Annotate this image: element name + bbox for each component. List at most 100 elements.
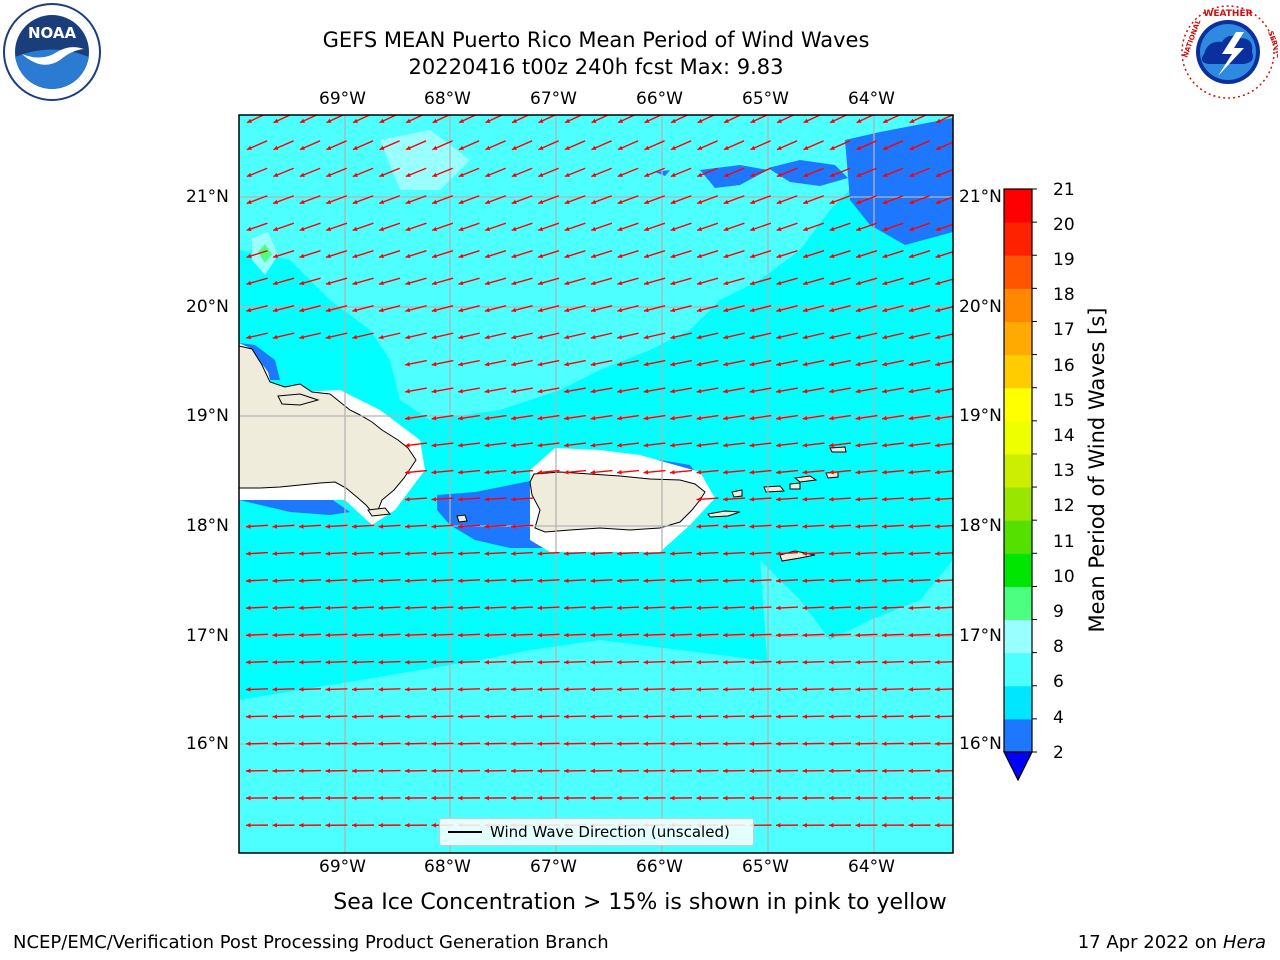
wave-direction-arrow (722, 632, 746, 638)
wave-direction-arrow (564, 387, 586, 394)
wave-direction-arrow (802, 795, 825, 801)
wave-direction-arrow (484, 632, 507, 638)
wave-direction-arrow (537, 250, 560, 259)
wave-direction-arrow (378, 714, 401, 719)
wave-direction-arrow (908, 387, 931, 394)
wave-direction-arrow (246, 277, 268, 286)
wave-direction-arrow (856, 140, 877, 151)
colorbar-segment (1004, 354, 1032, 389)
wave-direction-arrow (829, 304, 851, 313)
wave-direction-arrow (246, 304, 268, 313)
wave-direction-arrow (325, 250, 348, 259)
wave-direction-arrow (881, 632, 905, 638)
wave-direction-arrow (431, 496, 454, 502)
wave-direction-arrow (272, 632, 295, 638)
wave-direction-arrow (722, 578, 746, 584)
wave-direction-arrow (881, 605, 905, 611)
colorbar-segment (1004, 189, 1032, 223)
wave-direction-arrow (273, 167, 294, 178)
wave-direction-arrow (749, 632, 772, 638)
wave-direction-arrow (722, 795, 746, 801)
wave-direction-arrow (457, 714, 481, 719)
wave-direction-arrow (617, 115, 637, 124)
wave-direction-arrow (881, 469, 905, 475)
wave-direction-arrow (776, 332, 798, 340)
lat-label-right-17n: 17°N (959, 626, 1002, 646)
wave-direction-arrow (590, 578, 613, 584)
wave-direction-arrow (405, 222, 427, 232)
wave-direction-arrow (484, 222, 507, 232)
wave-direction-arrow (564, 167, 586, 178)
wave-direction-arrow (643, 387, 666, 394)
wave-direction-arrow (934, 632, 953, 638)
wave-direction-arrow (351, 714, 375, 719)
wave-direction-arrow (696, 442, 719, 448)
wave-direction-arrow (458, 277, 480, 286)
wave-direction-arrow (855, 387, 878, 394)
wave-direction-arrow (882, 277, 904, 286)
wave-direction-arrow (299, 250, 321, 259)
wave-direction-arrow (272, 822, 295, 828)
wave-direction-arrow (828, 442, 852, 448)
wave-direction-arrow (644, 140, 665, 151)
wave-direction-arrow (643, 795, 666, 801)
wave-direction-arrow (828, 524, 852, 529)
wave-direction-arrow (272, 714, 295, 719)
wave-direction-arrow (908, 332, 931, 340)
wave-direction-arrow (855, 605, 878, 611)
wave-direction-arrow (697, 115, 716, 124)
land-tortola (793, 475, 818, 483)
wave-direction-arrow (272, 222, 295, 232)
wave-direction-arrow (617, 304, 639, 313)
wave-direction-arrow (775, 795, 799, 801)
wave-direction-arrow (378, 304, 401, 313)
wave-direction-arrow (457, 578, 481, 584)
wave-direction-arrow (881, 496, 905, 502)
lat-label-left-19n: 19°N (186, 406, 229, 426)
wave-direction-arrow (696, 496, 719, 502)
land-st-john (789, 482, 801, 490)
wave-direction-arrow (246, 167, 268, 178)
wave-direction-arrow (829, 250, 851, 259)
wave-direction-arrow (378, 795, 401, 801)
wave-direction-arrow (325, 822, 348, 828)
wave-direction-arrow (775, 442, 799, 448)
wave-direction-arrow (563, 632, 587, 638)
wave-direction-arrow (802, 469, 825, 475)
wave-direction-arrow (749, 795, 772, 801)
wave-direction-arrow (617, 414, 639, 421)
wave-direction-arrow (457, 469, 481, 475)
colorbar-tick: 6 (1053, 672, 1064, 692)
wave-direction-arrow (564, 195, 586, 205)
wave-direction-arrow (351, 524, 375, 529)
wave-direction-arrow (245, 822, 269, 828)
colorbar-tick: 2 (1053, 743, 1064, 763)
noaa-logo: NOAA (3, 3, 101, 101)
wave-direction-arrow (272, 332, 295, 340)
wave-direction-arrow (511, 359, 533, 367)
wave-direction-arrow (484, 332, 507, 340)
lon-label-top-64w: 64°W (848, 89, 895, 109)
wave-direction-arrow (696, 687, 719, 692)
wave-direction-arrow (590, 741, 613, 747)
wave-direction-arrow (564, 304, 586, 313)
wave-direction-arrow (696, 195, 719, 205)
wave-direction-arrow (935, 333, 953, 340)
colorbar-segment (1004, 586, 1032, 621)
wave-direction-arrow (458, 167, 480, 178)
wave-direction-arrow (775, 524, 799, 529)
wave-direction-arrow (404, 822, 428, 828)
wave-direction-arrow (749, 551, 772, 556)
wave-direction-arrow (670, 387, 692, 394)
wave-direction-arrow (563, 714, 587, 719)
wave-direction-arrow (643, 687, 666, 692)
wave-direction-arrow (510, 659, 534, 665)
wave-direction-arrow (696, 632, 719, 638)
wave-direction-arrow (829, 332, 851, 340)
wave-direction-arrow (696, 387, 719, 394)
colorbar-segment (1004, 387, 1032, 422)
wave-direction-arrow (378, 659, 401, 665)
wave-direction-arrow (352, 115, 372, 124)
wave-direction-arrow (855, 496, 878, 502)
wave-direction-arrow (510, 795, 534, 801)
